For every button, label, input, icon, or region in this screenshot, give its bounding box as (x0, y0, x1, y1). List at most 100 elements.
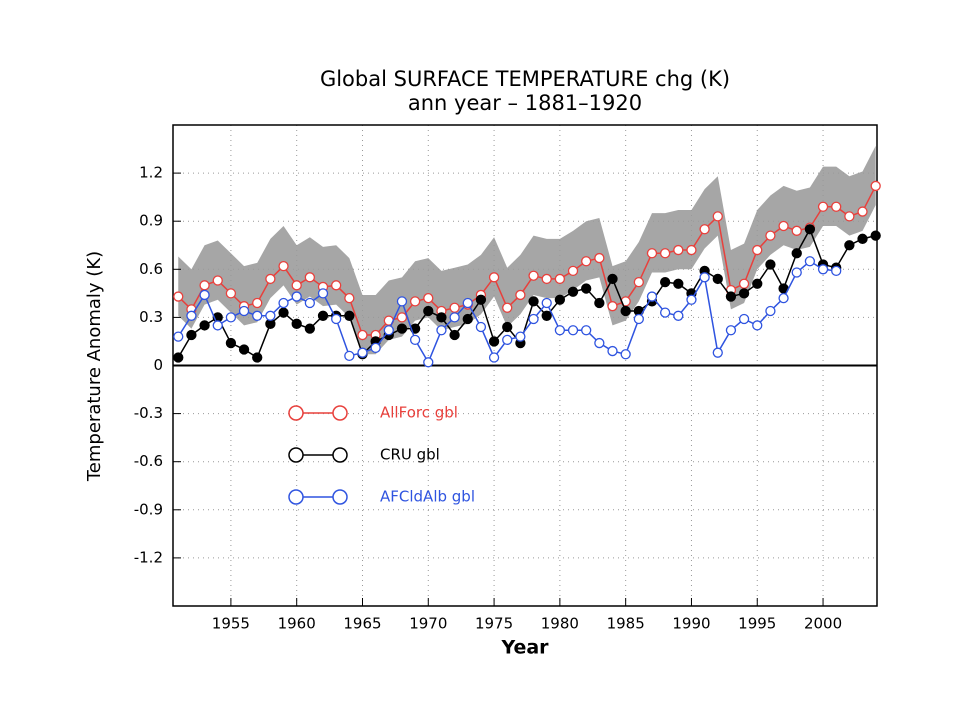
y-tick-label: 0.6 (139, 260, 163, 278)
data-point (554, 273, 566, 285)
data-point (449, 312, 460, 323)
chart-title: Global SURFACE TEMPERATURE chg (K) (320, 67, 730, 91)
data-point (594, 337, 605, 349)
data-point (567, 265, 579, 277)
legend-label: AllForc gbl (380, 404, 458, 422)
data-point (186, 329, 197, 341)
data-point (515, 289, 526, 301)
data-point (817, 264, 829, 275)
data-point (317, 288, 329, 299)
data-point (699, 224, 710, 235)
data-point (370, 342, 381, 354)
x-tick-label: 1970 (409, 615, 447, 633)
legend-marker (288, 405, 304, 421)
data-point (225, 337, 237, 349)
plot-frame (172, 124, 878, 607)
y-tick-label: -0.3 (134, 404, 163, 422)
y-tick-label: -1.2 (134, 548, 163, 566)
data-point (844, 211, 855, 222)
data-point (488, 336, 500, 347)
data-point (646, 248, 658, 259)
data-point (173, 291, 184, 302)
data-point (712, 273, 723, 285)
data-point (449, 302, 460, 313)
data-point (607, 345, 618, 357)
data-point (278, 260, 289, 272)
data-point (344, 293, 355, 304)
data-point (528, 313, 539, 325)
data-point (541, 310, 552, 321)
data-point (252, 297, 263, 309)
data-point (725, 325, 737, 336)
legend-marker (288, 447, 304, 463)
data-point (502, 321, 513, 333)
data-point (752, 244, 763, 256)
data-point (199, 320, 210, 331)
data-point (870, 180, 881, 192)
data-point (712, 211, 723, 222)
legend-marker (332, 405, 348, 421)
data-point (423, 357, 434, 368)
x-tick-label: 1960 (278, 615, 316, 633)
data-point (225, 288, 237, 299)
data-point (502, 302, 513, 313)
data-point (449, 329, 460, 341)
y-tick-label: -0.9 (134, 500, 163, 518)
data-point (778, 293, 789, 304)
data-point (423, 293, 434, 304)
data-point (752, 320, 763, 331)
range-band (178, 145, 876, 355)
data-point (554, 325, 566, 336)
data-point (396, 323, 408, 334)
data-point (791, 267, 802, 278)
data-point (357, 329, 368, 341)
data-point (488, 352, 500, 363)
data-point (344, 310, 355, 321)
data-point (317, 310, 329, 321)
legend-label: CRU gbl (380, 446, 440, 464)
data-point (488, 272, 500, 283)
data-point (331, 280, 342, 291)
data-point (212, 320, 223, 331)
y-tick-label: 0.9 (139, 212, 163, 230)
data-point (870, 230, 881, 241)
data-point (659, 307, 671, 318)
data-point (186, 310, 197, 321)
chart-subtitle: ann year – 1881–1920 (408, 91, 642, 115)
data-point (291, 280, 302, 291)
data-point (409, 296, 421, 307)
x-tick-label: 1975 (475, 615, 513, 633)
data-point (594, 252, 605, 264)
data-point (528, 270, 539, 281)
data-point (265, 310, 276, 321)
data-point (436, 312, 447, 323)
data-point (607, 301, 618, 312)
legend-marker (332, 489, 348, 505)
data-point (738, 288, 750, 299)
data-point (791, 248, 802, 259)
data-point (396, 312, 408, 323)
data-point (238, 305, 250, 317)
data-point (817, 201, 829, 212)
data-point (725, 291, 737, 302)
data-point (804, 224, 816, 235)
data-point (831, 265, 842, 277)
x-tick-label: 1955 (212, 615, 250, 633)
data-point (541, 273, 552, 285)
legend-marker (288, 489, 304, 505)
data-point (673, 244, 684, 256)
data-point (765, 259, 776, 270)
data-point (475, 321, 487, 333)
data-point (659, 248, 671, 259)
data-point (673, 278, 684, 289)
data-point (541, 297, 552, 309)
data-point (278, 307, 289, 318)
data-point (699, 272, 710, 283)
data-point (212, 275, 223, 286)
data-point (752, 278, 763, 289)
x-tick-label: 1990 (672, 615, 710, 633)
data-point (225, 312, 237, 323)
data-point (357, 347, 368, 358)
data-point (804, 256, 816, 267)
